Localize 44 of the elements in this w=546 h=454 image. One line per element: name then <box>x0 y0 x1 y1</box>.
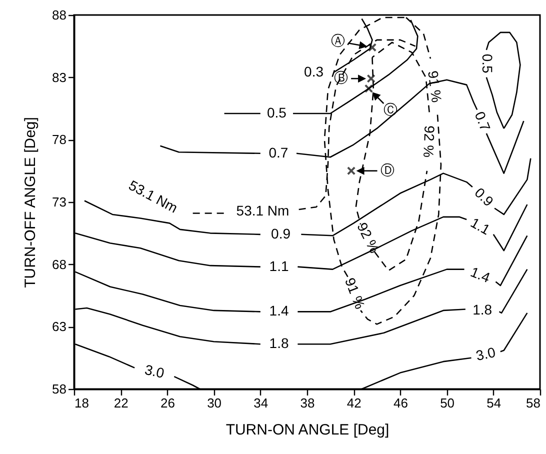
text: 0.9 <box>271 225 291 242</box>
series-label: 0.5 <box>266 104 287 120</box>
y-tick-label: 88 <box>52 8 66 22</box>
series-label: 53.1 Nm <box>236 202 290 218</box>
text: 1.4 <box>468 264 493 286</box>
x-tick-label: 54 <box>486 396 502 410</box>
text: 3.0 <box>143 361 166 382</box>
annotation: 53.1 Nm <box>126 176 180 216</box>
x-tick-label: 50 <box>440 396 455 410</box>
point <box>368 43 377 52</box>
y-tick-label: 68 <box>52 256 66 272</box>
text: 0.7 <box>268 144 288 160</box>
x-tick-label: 26 <box>160 396 175 410</box>
annotation: Ⓓ <box>380 162 394 178</box>
y-tick-label: 78 <box>52 132 66 148</box>
y-tick-label: 63 <box>52 319 66 334</box>
x-tick-label: 58 <box>526 396 540 410</box>
x-axis-title: TURN-ON ANGLE [Deg] <box>226 422 390 438</box>
y-tick-label: 73 <box>52 194 66 210</box>
y-tick-label: 58 <box>52 382 66 396</box>
text: 0.5 <box>479 54 496 74</box>
text: 3.0 <box>474 344 498 364</box>
text: 0.9 <box>472 184 497 210</box>
series-label: 1.8 <box>472 301 492 318</box>
x-tick-label: 34 <box>254 396 268 410</box>
point <box>346 166 356 176</box>
text: 1.1 <box>269 258 289 274</box>
x-tick-label: 42 <box>346 396 362 410</box>
y-tick-label: 83 <box>52 70 66 85</box>
x-tick-label: 46 <box>393 396 408 410</box>
text: 1.8 <box>269 335 289 352</box>
y-axis-title: TURN-OFF ANGLE [Deg] <box>22 117 40 288</box>
text: 92 % <box>354 220 383 256</box>
x-tick-label: 22 <box>114 396 128 410</box>
annotation: 0.3 <box>304 63 324 80</box>
text: 0.7 <box>472 109 494 134</box>
text: 1.1 <box>468 214 494 238</box>
x-tick-label: 38 <box>300 396 315 410</box>
x-tick-label: 18 <box>74 396 89 410</box>
text: 91 % <box>342 276 368 312</box>
annotation: Ⓐ <box>331 32 346 48</box>
x-tick-label: 30 <box>207 396 222 410</box>
text: 92 % <box>420 125 438 158</box>
text: 1.4 <box>269 302 289 319</box>
